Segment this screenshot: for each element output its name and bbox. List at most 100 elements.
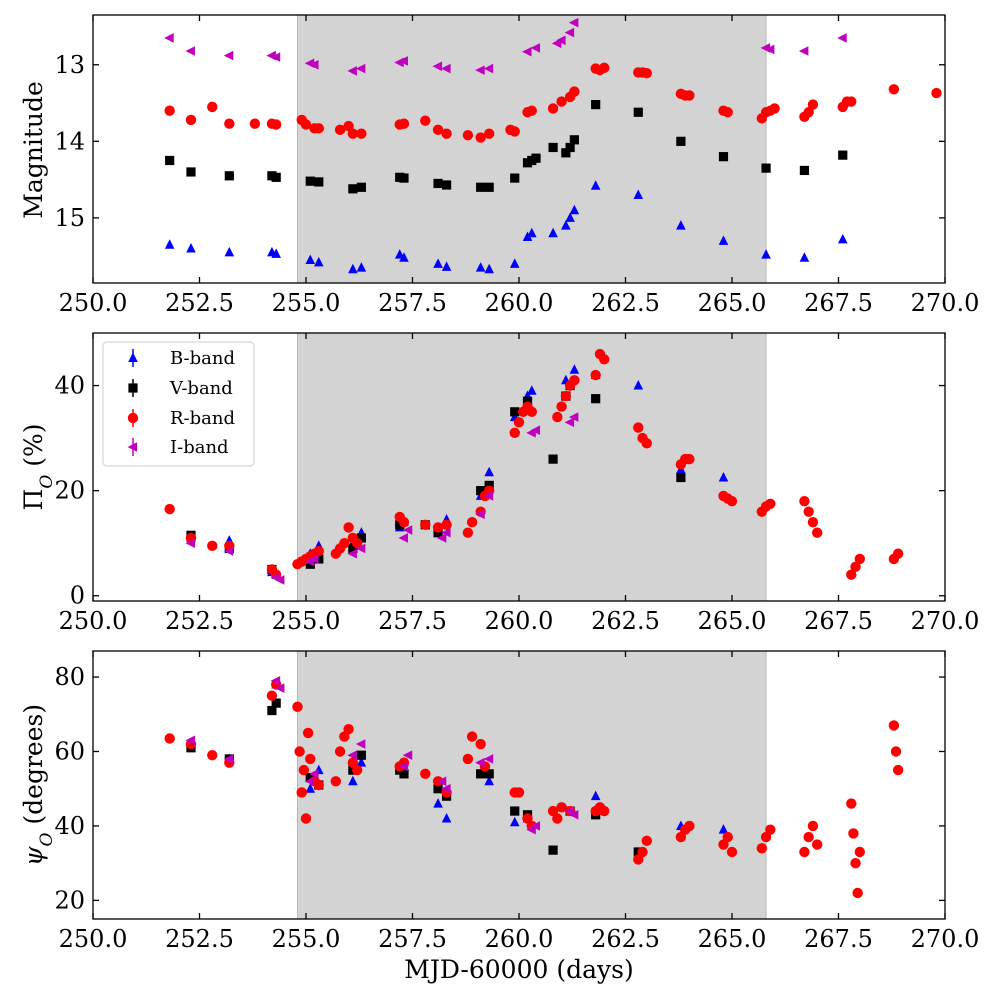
data-point-r [888, 720, 900, 731]
data-point-r [475, 738, 486, 750]
data-point-i [398, 56, 408, 66]
data-point-v [484, 182, 494, 192]
data-point-i [347, 548, 357, 559]
data-point-i [530, 425, 541, 436]
data-point-r [641, 67, 652, 79]
data-point-r [475, 132, 486, 143]
data-point-v [591, 99, 601, 110]
data-point-r [641, 438, 652, 449]
data-point-b [475, 262, 486, 272]
data-point-i [837, 33, 847, 43]
data-point-r [462, 130, 474, 141]
series-v-band [165, 99, 848, 194]
data-point-b [509, 816, 520, 827]
data-point-v [441, 180, 452, 190]
legend-label-i: I-band [170, 437, 229, 458]
data-point-r [888, 84, 900, 95]
data-point-i [185, 46, 195, 56]
legend-entry-r-band: R-band [127, 408, 235, 429]
magnitude-ticks: 250.0 252.5 255.0 257.5 260.0 262.5 265.0 267.5… [54, 15, 979, 317]
data-point-r [292, 701, 303, 713]
data-point-r [846, 798, 857, 809]
y-tick-label: 80 [54, 663, 85, 691]
data-point-i [568, 17, 579, 28]
data-point-r [850, 561, 861, 573]
data-point-r [420, 768, 431, 780]
data-point-r [812, 527, 823, 538]
data-point-i [568, 809, 579, 820]
data-point-r [513, 417, 525, 428]
data-point-r [462, 753, 474, 765]
data-point-r [343, 723, 354, 735]
data-point-i [798, 46, 809, 56]
data-point-i [347, 750, 357, 761]
data-point-r [462, 527, 474, 538]
data-point-r [799, 495, 810, 507]
data-point-b [313, 256, 324, 267]
data-point-r [846, 96, 857, 107]
data-point-i [475, 65, 485, 75]
data-point-v [476, 182, 486, 192]
data-point-r [398, 118, 410, 129]
data-point-v [633, 107, 643, 117]
data-point-r [526, 105, 537, 116]
legend: B-band V-band R-band I-band [102, 341, 255, 467]
data-point-r [266, 690, 278, 701]
data-point-b [356, 262, 367, 272]
data-point-i [223, 754, 234, 764]
data-point-r [569, 375, 580, 386]
data-point-r [852, 887, 863, 899]
data-point-r [560, 390, 572, 402]
data-point-i [483, 491, 494, 501]
data-point-i [309, 769, 319, 779]
data-point-i [764, 44, 775, 55]
data-point-r [207, 101, 218, 113]
legend-entry-i-band: I-band [127, 437, 229, 458]
data-point-b [676, 220, 686, 230]
y-tick-label: 60 [54, 738, 85, 766]
y-tick-label: 13 [54, 51, 85, 79]
data-point-r [509, 126, 520, 137]
data-point-v [838, 150, 848, 160]
x-tick-label: 260.0 [485, 289, 554, 317]
data-point-r [296, 787, 307, 798]
data-point-i [436, 776, 447, 787]
magnitude-panel: 250.0 252.5 255.0 257.5 260.0 262.5 265.0 267.5… [19, 14, 979, 317]
data-point-r [726, 846, 738, 858]
data-point-v [314, 177, 324, 187]
data-point-i [355, 63, 366, 74]
data-point-r [432, 522, 444, 533]
data-point-r [807, 99, 819, 110]
data-point-r [466, 516, 478, 528]
data-point-r [298, 764, 310, 776]
data-point-r [509, 427, 520, 439]
data-point-b [399, 252, 409, 262]
data-point-b [484, 263, 494, 274]
data-point-b [548, 227, 558, 238]
legend-marker-b [128, 349, 138, 367]
x-tick-label: 250.0 [59, 289, 128, 317]
data-point-r [803, 107, 814, 118]
data-point-i [522, 46, 532, 57]
data-point-r [513, 787, 525, 798]
x-tick-label: 255.0 [272, 607, 341, 635]
x-tick-label: 257.5 [378, 607, 447, 635]
data-point-b [441, 261, 452, 271]
data-point-r [756, 843, 768, 854]
data-point-v [305, 176, 315, 186]
angle-data-marks [164, 675, 904, 899]
data-point-r [803, 506, 814, 517]
data-point-b [348, 263, 358, 274]
legend-entry-b-band: B-band [128, 348, 235, 369]
data-point-r [334, 746, 346, 757]
data-point-r [300, 119, 312, 130]
data-point-r [330, 776, 342, 787]
data-point-b [561, 220, 571, 230]
shaded-interval [296, 14, 767, 284]
data-point-b [509, 258, 520, 268]
data-point-b [441, 813, 452, 823]
data-point-v [271, 172, 281, 182]
magnitude-ylabel: Magnitude [19, 81, 48, 219]
data-point-r [892, 548, 904, 559]
data-point-b [799, 252, 810, 262]
